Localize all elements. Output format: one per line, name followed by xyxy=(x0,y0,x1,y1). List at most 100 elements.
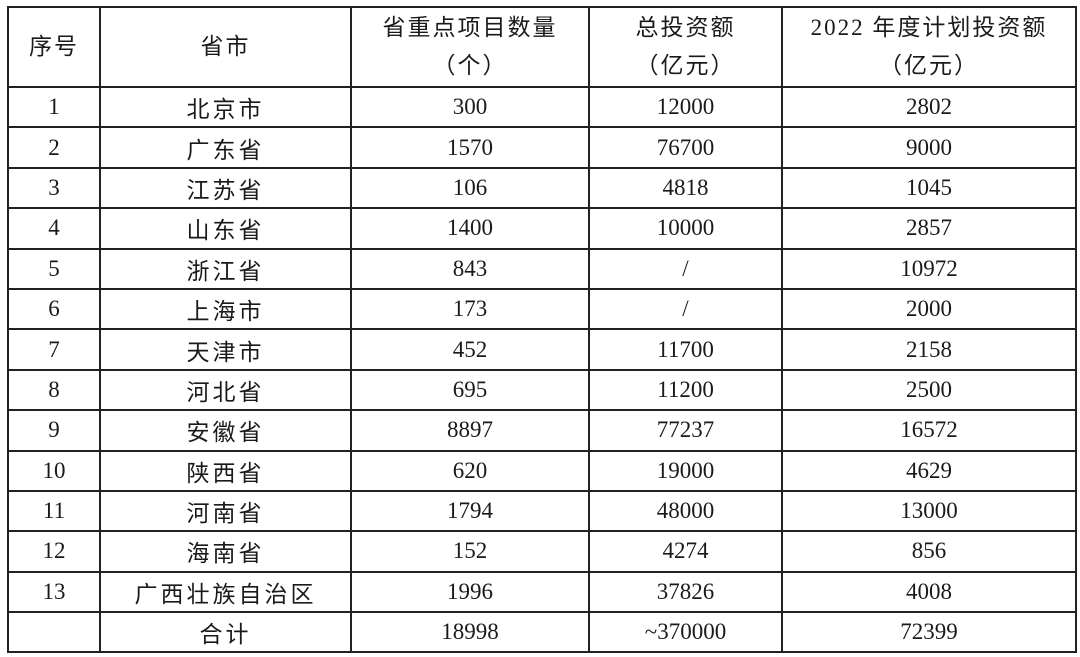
cell-planned-investment: 2158 xyxy=(781,328,1077,371)
cell-index: 9 xyxy=(7,409,101,452)
header-province: 省市 xyxy=(99,6,352,88)
cell-planned-investment: 72399 xyxy=(781,611,1077,654)
cell-index xyxy=(7,611,101,654)
table-row: 6 上海市 173/2000 xyxy=(7,287,1077,331)
cell-planned-investment: 2857 xyxy=(781,207,1077,250)
header-row: 序号 省市 省重点项目数量 （个） 总投资额 （亿元） 2022 年度计划投资额 （亿元） xyxy=(7,6,1077,88)
header-line1: 总投资额 xyxy=(635,15,736,40)
cell-project-count: 173 xyxy=(350,287,590,331)
cell-project-count: 620 xyxy=(350,449,590,492)
cell-project-count: 8897 xyxy=(350,409,590,452)
cell-index: 5 xyxy=(7,247,101,290)
cell-index: 6 xyxy=(7,287,101,331)
cell-province: 安徽省 xyxy=(99,409,352,452)
table-row: 3 江苏省 106 4818 1045 xyxy=(7,166,1077,210)
cell-index: 3 xyxy=(7,166,101,210)
cell-index: 12 xyxy=(7,530,101,573)
cell-index: 2 xyxy=(7,126,101,169)
cell-total-investment: / xyxy=(588,247,783,290)
header-line1: 省重点项目数量 xyxy=(382,15,558,40)
cell-province: 天津市 xyxy=(99,328,352,371)
header-index: 序号 xyxy=(7,6,101,88)
investment-table: 序号 省市 省重点项目数量 （个） 总投资额 （亿元） 2022 年度计划投资额 （亿元） 1… xyxy=(7,6,1077,654)
header-total-investment: 总投资额 （亿元） xyxy=(588,6,783,88)
cell-planned-investment: 16572 xyxy=(781,409,1077,452)
total-row: 合计 18998 ~370000 72399 xyxy=(7,611,1077,654)
cell-province: 北京市 xyxy=(99,85,352,129)
cell-index: 11 xyxy=(7,489,101,533)
table-row: 2 广东省 1570 76700 9000 xyxy=(7,126,1077,169)
cell-planned-investment: 4008 xyxy=(781,570,1077,614)
table-row: 13 广西壮族自治区 1996 37826 4008 xyxy=(7,570,1077,614)
header-line1: 2022 年度计划投资额 xyxy=(810,15,1048,40)
cell-project-count: 300 xyxy=(350,85,590,129)
cell-project-count: 1400 xyxy=(350,207,590,250)
cell-province: 合计 xyxy=(99,611,352,654)
cell-total-investment: 37826 xyxy=(588,570,783,614)
header-line1: 省市 xyxy=(200,34,251,59)
cell-total-investment: 4274 xyxy=(588,530,783,573)
cell-planned-investment: 2500 xyxy=(781,368,1077,412)
table-body: 1 北京市 300 12000 2802 2 广东省 1570 76700 9000 3 江苏省 106… xyxy=(7,85,1077,654)
table-row: 1 北京市 300 12000 2802 xyxy=(7,85,1077,129)
cell-province: 浙江省 xyxy=(99,247,352,290)
cell-project-count: 152 xyxy=(350,530,590,573)
table-row: 7 天津市 452 11700 2158 xyxy=(7,328,1077,371)
cell-province: 河南省 xyxy=(99,489,352,533)
cell-planned-investment: 2000 xyxy=(781,287,1077,331)
cell-project-count: 106 xyxy=(350,166,590,210)
cell-total-investment: 48000 xyxy=(588,489,783,533)
cell-total-investment: 11200 xyxy=(588,368,783,412)
cell-planned-investment: 856 xyxy=(781,530,1077,573)
cell-planned-investment: 9000 xyxy=(781,126,1077,169)
table-row: 5 浙江省 843/10972 xyxy=(7,247,1077,290)
cell-total-investment: 77237 xyxy=(588,409,783,452)
cell-province: 上海市 xyxy=(99,287,352,331)
cell-project-count: 1570 xyxy=(350,126,590,169)
header-line2: （个） xyxy=(432,53,508,78)
cell-province: 山东省 xyxy=(99,207,352,250)
cell-project-count: 1794 xyxy=(350,489,590,533)
table-row: 11 河南省 1794 48000 13000 xyxy=(7,489,1077,533)
cell-project-count: 1996 xyxy=(350,570,590,614)
cell-total-investment: ~370000 xyxy=(588,611,783,654)
cell-province: 河北省 xyxy=(99,368,352,412)
cell-province: 海南省 xyxy=(99,530,352,573)
cell-planned-investment: 2802 xyxy=(781,85,1077,129)
table-row: 9 安徽省 8897 77237 16572 xyxy=(7,409,1077,452)
cell-planned-investment: 4629 xyxy=(781,449,1077,492)
table-row: 12 海南省 152 4274 856 xyxy=(7,530,1077,573)
cell-project-count: 695 xyxy=(350,368,590,412)
header-line1: 序号 xyxy=(29,34,79,59)
cell-province: 广东省 xyxy=(99,126,352,169)
cell-total-investment: 11700 xyxy=(588,328,783,371)
cell-province: 广西壮族自治区 xyxy=(99,570,352,614)
table-row: 10 陕西省 620 19000 4629 xyxy=(7,449,1077,492)
header-project-count: 省重点项目数量 （个） xyxy=(350,6,590,88)
cell-project-count: 843 xyxy=(350,247,590,290)
cell-province: 陕西省 xyxy=(99,449,352,492)
cell-planned-investment: 13000 xyxy=(781,489,1077,533)
cell-index: 8 xyxy=(7,368,101,412)
table-row: 8 河北省 695 11200 2500 xyxy=(7,368,1077,412)
cell-project-count: 452 xyxy=(350,328,590,371)
header-line2: （亿元） xyxy=(635,53,736,78)
cell-total-investment: 19000 xyxy=(588,449,783,492)
cell-index: 4 xyxy=(7,207,101,250)
cell-total-investment: 10000 xyxy=(588,207,783,250)
cell-index: 1 xyxy=(7,85,101,129)
header-line2: （亿元） xyxy=(879,53,979,78)
cell-total-investment: 12000 xyxy=(588,85,783,129)
cell-index: 7 xyxy=(7,328,101,371)
cell-total-investment: 4818 xyxy=(588,166,783,210)
cell-index: 10 xyxy=(7,449,101,492)
cell-project-count: 18998 xyxy=(350,611,590,654)
cell-planned-investment: 10972 xyxy=(781,247,1077,290)
cell-province: 江苏省 xyxy=(99,166,352,210)
cell-total-investment: / xyxy=(588,287,783,331)
cell-index: 13 xyxy=(7,570,101,614)
cell-total-investment: 76700 xyxy=(588,126,783,169)
header-planned-investment-2022: 2022 年度计划投资额 （亿元） xyxy=(781,6,1077,88)
table-row: 4 山东省 1400 10000 2857 xyxy=(7,207,1077,250)
cell-planned-investment: 1045 xyxy=(781,166,1077,210)
